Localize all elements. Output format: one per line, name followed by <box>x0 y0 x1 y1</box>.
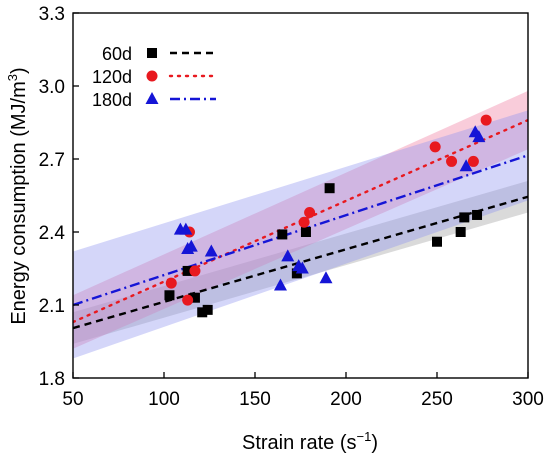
plot-frame <box>72 12 529 379</box>
data-point-60d <box>455 227 466 237</box>
x-axis-title: Strain rate (s−1) <box>242 429 378 454</box>
data-point-60d <box>459 212 470 223</box>
y-tick-label: 2.1 <box>39 296 65 317</box>
y-tick-label: 2.7 <box>39 150 65 171</box>
x-tick-label: 300 <box>512 389 544 410</box>
y-axis-title: Energy consumption (MJ/m3) <box>5 67 30 324</box>
data-point-60d <box>197 307 208 318</box>
legend-marker-60d <box>147 48 157 58</box>
data-point-180d <box>273 278 287 291</box>
y-axis-title-end: ) <box>8 67 30 74</box>
data-point-120d <box>182 294 194 306</box>
data-point-180d <box>281 249 295 262</box>
x-axis-title-main: Strain rate (s <box>242 432 356 454</box>
data-point-180d <box>204 244 218 257</box>
data-point-180d <box>459 159 473 172</box>
data-point-120d <box>304 207 316 219</box>
legend-label-120d: 120d <box>92 67 132 87</box>
y-axis-ticks: 1.8 2.1 2.4 2.7 3.0 3.3 <box>39 4 79 390</box>
data-point-60d <box>472 209 483 220</box>
data-point-60d <box>202 304 213 315</box>
data-point-180d <box>179 222 193 235</box>
x-tick-label: 50 <box>62 389 83 410</box>
data-point-60d <box>182 265 193 276</box>
x-tick-label: 100 <box>148 389 180 410</box>
data-point-120d <box>467 155 479 167</box>
data-point-60d <box>300 227 311 237</box>
data-point-60d <box>189 292 200 303</box>
legend-label-180d: 180d <box>92 90 132 110</box>
data-point-60d <box>324 183 335 194</box>
data-point-60d <box>277 229 288 240</box>
data-point-120d <box>165 277 177 289</box>
data-points <box>164 114 492 318</box>
legend: 60d 120d 180d <box>92 44 218 110</box>
data-point-60d <box>432 236 442 247</box>
data-point-120d <box>429 141 441 153</box>
x-axis-title-end: ) <box>371 432 378 454</box>
legend-label-60d: 60d <box>102 44 132 64</box>
x-axis-title-superscript: −1 <box>356 429 371 444</box>
data-point-120d <box>480 114 492 126</box>
data-point-180d <box>472 130 486 143</box>
y-axis-title-superscript: 3 <box>5 74 20 81</box>
y-tick-label: 2.4 <box>39 223 66 244</box>
legend-marker-180d <box>145 92 159 104</box>
legend-marker-120d <box>146 70 158 82</box>
x-tick-label: 150 <box>239 389 271 410</box>
data-point-180d <box>319 271 333 284</box>
data-point-60d <box>164 290 175 301</box>
fit-line-60d <box>73 195 528 330</box>
data-point-180d <box>295 261 309 274</box>
x-axis-ticks: 50 100 150 200 250 300 <box>62 372 544 410</box>
data-point-180d <box>184 239 198 252</box>
data-point-120d <box>298 216 310 228</box>
y-axis-title-main: Energy consumption (MJ/m <box>8 81 30 324</box>
data-point-120d <box>189 265 201 277</box>
x-tick-label: 250 <box>421 389 453 410</box>
data-point-120d <box>446 155 458 167</box>
y-tick-label: 3.0 <box>39 77 65 98</box>
y-tick-label: 3.3 <box>39 4 65 25</box>
x-tick-label: 200 <box>330 389 362 410</box>
y-tick-label: 1.8 <box>39 369 65 390</box>
